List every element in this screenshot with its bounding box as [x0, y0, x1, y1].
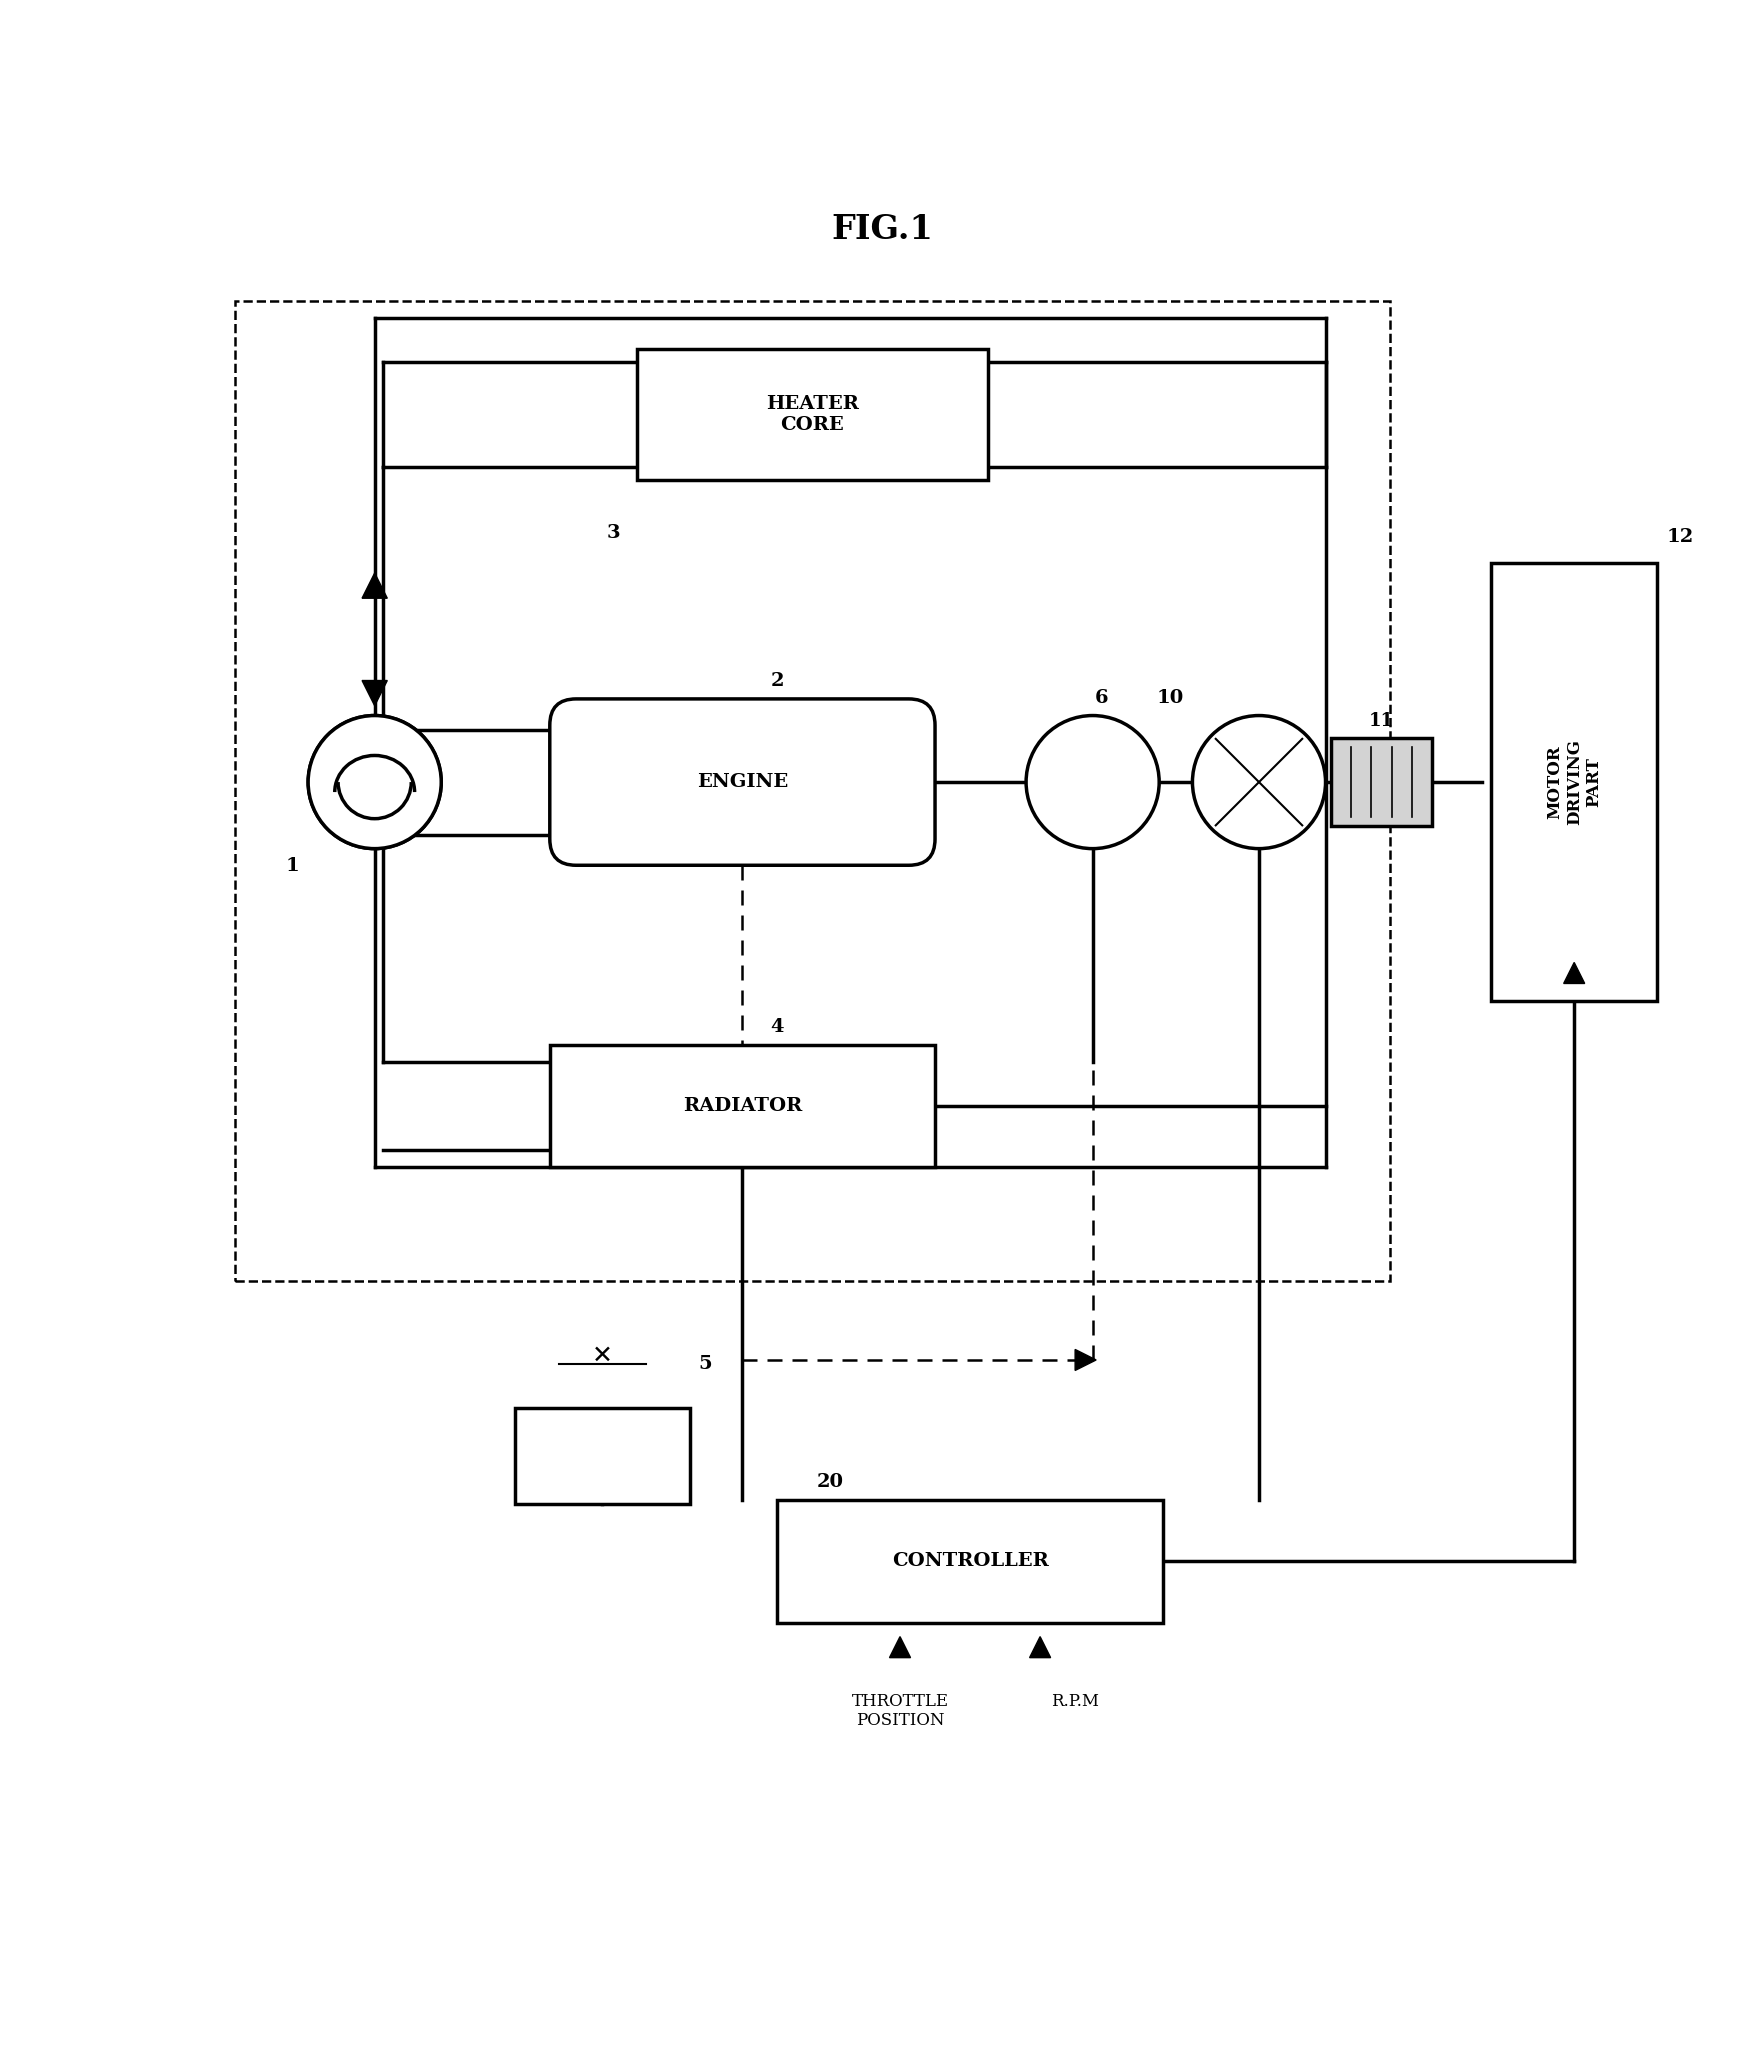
Text: THROTTLE
POSITION: THROTTLE POSITION — [850, 1693, 947, 1730]
Text: 5: 5 — [699, 1355, 713, 1374]
Circle shape — [309, 715, 441, 850]
Polygon shape — [362, 680, 386, 707]
Polygon shape — [889, 1637, 910, 1658]
Text: 10: 10 — [1155, 688, 1184, 707]
Text: 20: 20 — [817, 1473, 843, 1492]
FancyBboxPatch shape — [549, 698, 935, 866]
Bar — [515, 1409, 690, 1504]
Text: 11: 11 — [1369, 711, 1394, 729]
Polygon shape — [1028, 1637, 1050, 1658]
Polygon shape — [362, 574, 386, 599]
Text: RADIATOR: RADIATOR — [683, 1096, 801, 1115]
Bar — [1330, 738, 1432, 827]
Bar — [235, 300, 1390, 1280]
Text: 4: 4 — [771, 1017, 783, 1036]
Text: ✕: ✕ — [591, 1343, 612, 1368]
Polygon shape — [1074, 1349, 1095, 1370]
Text: 3: 3 — [605, 524, 619, 541]
Text: HEATER
CORE: HEATER CORE — [766, 396, 859, 433]
Text: 12: 12 — [1665, 528, 1692, 545]
Text: MOTOR
DRIVING
PART: MOTOR DRIVING PART — [1545, 740, 1602, 825]
Text: 6: 6 — [1094, 688, 1108, 707]
Circle shape — [339, 746, 411, 818]
Bar — [549, 1044, 935, 1167]
Polygon shape — [1563, 963, 1584, 984]
Circle shape — [1192, 715, 1325, 850]
Circle shape — [309, 715, 441, 850]
Circle shape — [1025, 715, 1159, 850]
Bar — [776, 1500, 1162, 1622]
Text: R.P.M: R.P.M — [1051, 1693, 1099, 1709]
Text: FIG.1: FIG.1 — [831, 213, 933, 247]
Text: 2: 2 — [771, 671, 783, 690]
Bar — [637, 348, 988, 481]
Bar — [1491, 564, 1656, 1001]
Text: CONTROLLER: CONTROLLER — [891, 1552, 1048, 1571]
Text: ENGINE: ENGINE — [697, 773, 787, 792]
Text: 1: 1 — [286, 858, 300, 874]
